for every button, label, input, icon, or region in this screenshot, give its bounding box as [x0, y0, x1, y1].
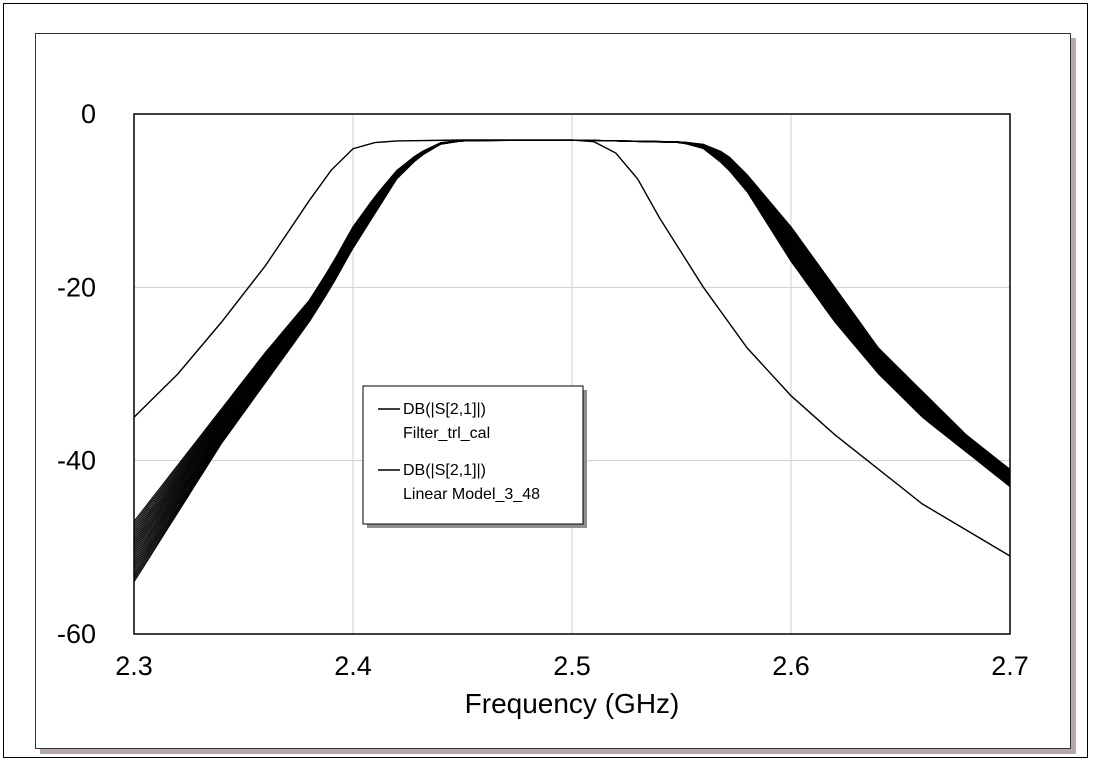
- series-filter-trl-cal-line: [133, 139, 1011, 557]
- y-tick-label: -40: [57, 446, 96, 476]
- legend-entry-line2: Filter_trl_cal: [403, 425, 490, 442]
- x-tick-label: 2.3: [115, 651, 153, 681]
- y-tick-label: -60: [57, 619, 96, 649]
- y-tick-labels: 0 -20 -40 -60: [57, 99, 96, 649]
- curves-layer: [133, 139, 1011, 583]
- plot-area-border: [133, 113, 1011, 635]
- y-tick-label: 0: [81, 99, 96, 129]
- chart-frame: 2.3 2.4 2.5 2.6 2.7 0 -20 -40 -60 Frequency (GH…: [35, 33, 1071, 749]
- legend-entry-line1: DB(|S[2,1]|): [403, 462, 486, 479]
- x-axis-label: Frequency (GHz): [465, 688, 680, 719]
- x-tick-label: 2.4: [334, 651, 372, 681]
- x-tick-label: 2.7: [991, 651, 1029, 681]
- figure-border: 2.3 2.4 2.5 2.6 2.7 0 -20 -40 -60 Frequency (GH…: [3, 3, 1088, 758]
- y-tick-label: -20: [57, 272, 96, 302]
- series-linear-model-line: [133, 139, 1011, 522]
- legend-entry-line1: DB(|S[2,1]|): [403, 401, 486, 418]
- x-tick-label: 2.5: [553, 651, 591, 681]
- legend: DB(|S[2,1]|) Filter_trl_cal DB(|S[2,1]|) Li…: [362, 385, 587, 528]
- x-tick-labels: 2.3 2.4 2.5 2.6 2.7: [115, 651, 1029, 681]
- x-tick-label: 2.6: [772, 651, 810, 681]
- legend-entry-line2: Linear Model_3_48: [403, 486, 540, 503]
- s21-frequency-chart: 2.3 2.4 2.5 2.6 2.7 0 -20 -40 -60 Frequency (GH…: [57, 99, 1029, 719]
